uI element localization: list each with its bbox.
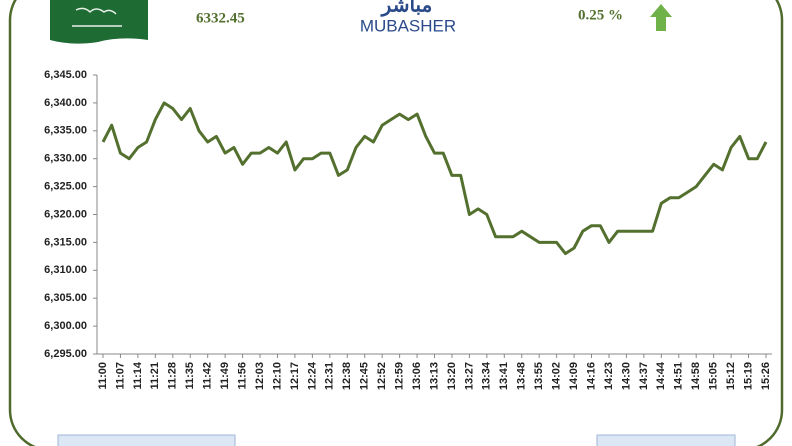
x-tick-label: 11:42 xyxy=(202,362,214,390)
x-tick-label: 14:16 xyxy=(585,362,597,390)
x-tick-label: 12:31 xyxy=(324,362,336,390)
up-arrow xyxy=(650,4,672,31)
x-tick-label: 11:49 xyxy=(219,362,231,390)
x-tick-label: 14:58 xyxy=(690,362,702,390)
x-tick-label: 14:02 xyxy=(551,362,563,390)
x-tick-label: 11:21 xyxy=(149,362,161,390)
y-tick-label: 6,340.00 xyxy=(44,97,87,109)
bottom-box xyxy=(57,434,236,446)
x-tick-label: 12:24 xyxy=(306,361,318,390)
x-tick-label: 15:12 xyxy=(725,362,737,390)
x-tick-label: 14:09 xyxy=(568,362,580,390)
x-tick-label: 11:56 xyxy=(236,362,248,390)
x-tick-label: 14:44 xyxy=(655,361,667,390)
x-tick-label: 13:27 xyxy=(463,362,475,390)
x-tick-label: 11:35 xyxy=(184,362,196,390)
y-tick-label: 6,330.00 xyxy=(44,153,87,165)
x-tick-label: 11:14 xyxy=(132,361,144,389)
x-tick-label: 13:48 xyxy=(516,362,528,390)
x-tick-label: 15:05 xyxy=(708,362,720,390)
y-tick-label: 6,320.00 xyxy=(44,208,87,220)
bottom-box xyxy=(596,434,736,446)
x-tick-label: 14:30 xyxy=(620,362,632,390)
x-tick-label: 14:23 xyxy=(603,362,615,390)
y-tick-label: 6,325.00 xyxy=(44,181,87,193)
y-tick-label: 6,310.00 xyxy=(44,264,87,276)
x-tick-label: 15:19 xyxy=(742,362,754,390)
x-tick-label: 11:07 xyxy=(114,362,126,390)
price-line xyxy=(101,101,768,256)
y-tick-label: 6,335.00 xyxy=(44,125,87,137)
x-tick-label: 12:03 xyxy=(254,362,266,390)
x-tick-label: 14:37 xyxy=(638,362,650,390)
y-tick-label: 6,300.00 xyxy=(44,320,87,332)
x-tick-label: 13:55 xyxy=(533,362,545,390)
frame xyxy=(8,0,784,446)
x-tick-label: 13:06 xyxy=(411,362,423,390)
y-tick-label: 6,295.00 xyxy=(44,348,87,360)
flag xyxy=(50,0,148,44)
x-tick-label: 12:59 xyxy=(394,362,406,390)
x-tick-label: 12:17 xyxy=(289,362,301,390)
x-tick-label: 11:28 xyxy=(167,362,179,390)
change-percent: 0.25 % xyxy=(578,7,623,23)
x-tick-label: 13:20 xyxy=(446,362,458,390)
x-tick-label: 13:13 xyxy=(428,362,440,390)
x-tick-label: 12:45 xyxy=(359,362,371,390)
logo-arabic: مباشر xyxy=(380,0,433,17)
x-tick-label: 13:41 xyxy=(498,362,510,390)
logo-text: MUBASHER xyxy=(360,16,456,35)
x-tick-label: 15:26 xyxy=(760,362,772,390)
index-value: 6332.45 xyxy=(196,10,245,26)
x-tick-label: 13:34 xyxy=(481,361,493,390)
y-tick-label: 6,315.00 xyxy=(44,236,87,248)
x-tick-label: 14:51 xyxy=(673,362,685,390)
x-tick-label: 12:52 xyxy=(376,362,388,390)
x-tick-label: 11:00 xyxy=(97,362,109,390)
y-tick-label: 6,305.00 xyxy=(44,292,87,304)
x-tick-label: 12:38 xyxy=(341,362,353,390)
y-tick-label: 6,345.00 xyxy=(44,69,87,81)
x-tick-label: 12:10 xyxy=(271,362,283,390)
